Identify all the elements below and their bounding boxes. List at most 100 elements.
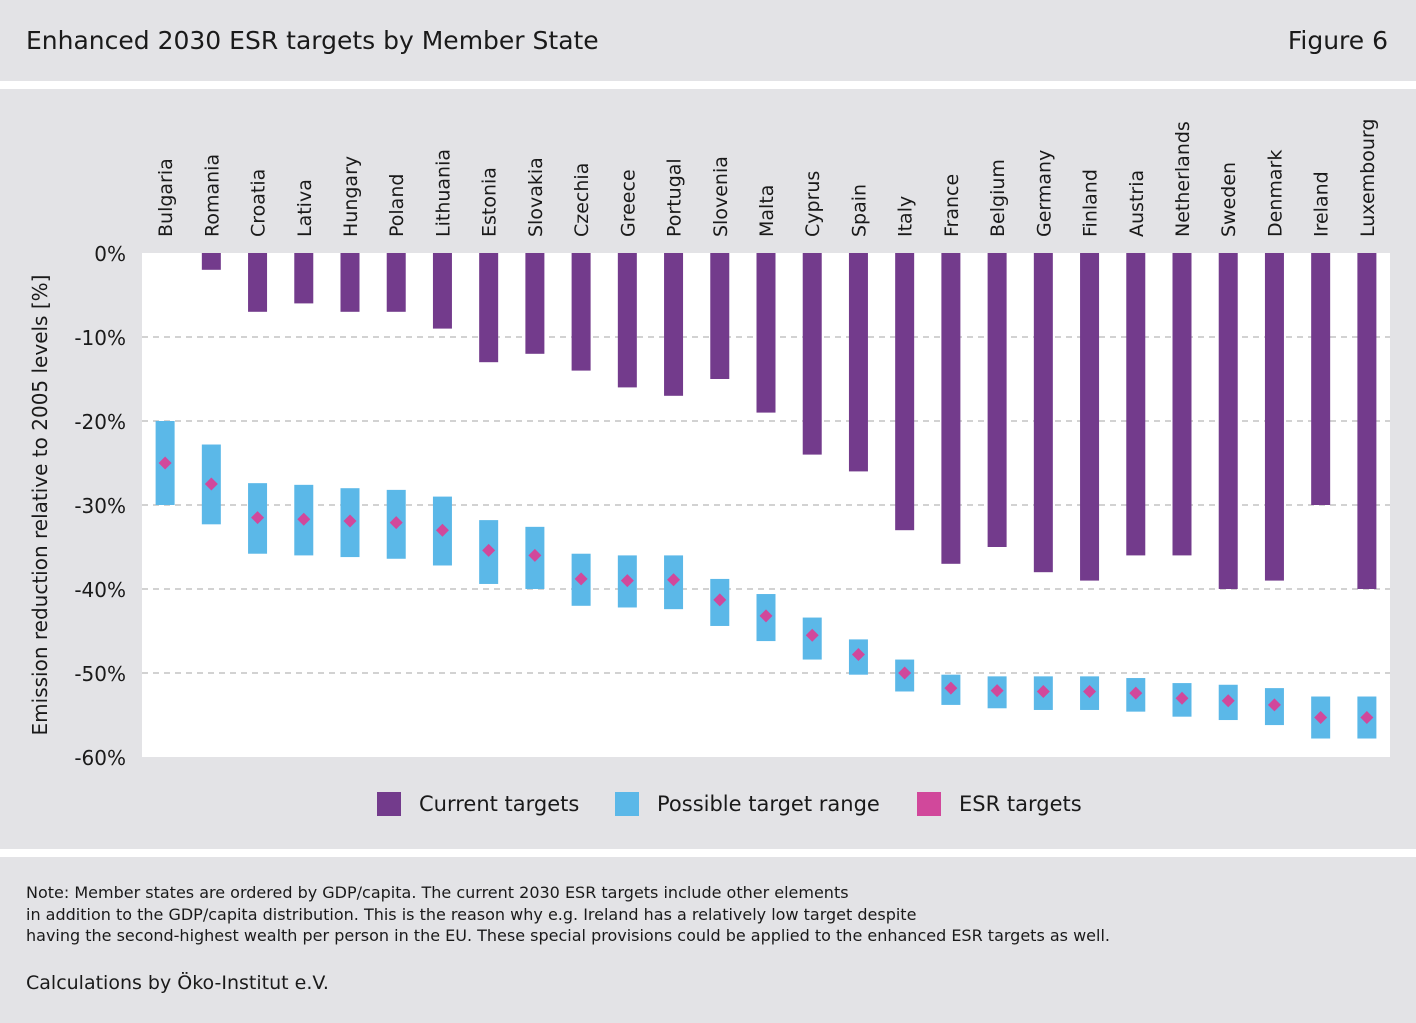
esr-target-marker (297, 512, 311, 526)
x-category-label: Estonia (479, 167, 501, 237)
page-title: Enhanced 2030 ESR targets by Member Stat… (26, 26, 599, 55)
x-category-label: Croatia (248, 169, 270, 237)
current-target-bar (1033, 253, 1053, 573)
current-target-bar (525, 253, 545, 354)
x-category-label: Czechia (571, 163, 593, 237)
chart-panel: 0% -10% -20% -30% -40% -50% -60% Emission reduc… (0, 89, 1416, 849)
esr-target-marker (851, 648, 865, 662)
current-target-bar (432, 253, 452, 329)
x-category-label: Sweden (1218, 162, 1240, 237)
esr-target-marker (1036, 684, 1050, 698)
esr-target-marker (759, 609, 773, 623)
x-category-label: Slovenia (710, 156, 732, 237)
x-category-label: Germany (1033, 150, 1055, 237)
current-target-bar (664, 253, 684, 396)
footer-band: Note: Member states are ordered by GDP/c… (0, 857, 1416, 1023)
x-category-label: France (941, 174, 963, 237)
note-line: in addition to the GDP/capita distributi… (26, 904, 917, 924)
current-target-bar (710, 253, 730, 379)
legend-item-current: Current targets (377, 789, 579, 819)
current-target-bar (1218, 253, 1238, 589)
esr-target-marker (1083, 684, 1097, 698)
y-tick-label: 0% (94, 242, 126, 266)
x-category-label: Finland (1080, 169, 1102, 237)
x-category-label: Belgium (987, 159, 1009, 237)
y-tick-label: -60% (74, 746, 126, 770)
esr-target-marker (574, 572, 588, 586)
current-target-bar (756, 253, 776, 413)
x-category-label: Lithuania (432, 149, 454, 237)
note-text: Note: Member states are ordered by GDP/c… (26, 882, 1110, 947)
x-category-label: Spain (848, 184, 870, 237)
esr-target-marker (944, 681, 958, 695)
current-target-bar (1080, 253, 1100, 581)
esr-target-marker (898, 666, 912, 680)
current-target-bar (294, 253, 314, 304)
x-category-label: Lativa (294, 179, 316, 237)
x-category-label: Portugal (664, 158, 686, 237)
note-line: having the second-highest wealth per per… (26, 926, 1110, 945)
legend-item-range: Possible target range (615, 789, 880, 819)
esr-target-marker (667, 573, 681, 587)
current-target-bar (987, 253, 1007, 547)
x-category-label: Hungary (340, 156, 362, 237)
legend: Current targets Possible target range ES… (0, 789, 1416, 819)
current-target-bar (941, 253, 961, 564)
x-category-label: Netherlands (1172, 121, 1194, 237)
legend-swatch-current (377, 792, 401, 816)
calculations-credit: Calculations by Öko-Institut e.V. (26, 972, 329, 994)
legend-swatch-esr (917, 792, 941, 816)
esr-target-marker (204, 477, 218, 491)
current-target-bar (1172, 253, 1192, 556)
chart: 0% -10% -20% -30% -40% -50% -60% Emission reduc… (28, 119, 1390, 770)
esr-target-marker (1129, 686, 1143, 700)
current-target-bar (386, 253, 406, 312)
y-axis-label: Emission reduction relative to 2005 leve… (28, 275, 52, 736)
esr-target-marker (805, 628, 819, 642)
y-tick-label: -10% (74, 326, 126, 350)
figure-label: Figure 6 (1287, 26, 1388, 55)
x-category-label: Romania (201, 154, 223, 237)
x-category-label: Italy (895, 196, 917, 237)
current-target-bar (1357, 253, 1377, 589)
current-target-bar (340, 253, 360, 312)
x-category-label: Luxembourg (1357, 119, 1379, 237)
y-tick-label: -50% (74, 662, 126, 686)
esr-target-marker (1314, 711, 1328, 725)
x-category-label: Cyprus (802, 171, 824, 237)
legend-label-range: Possible target range (657, 792, 880, 816)
current-target-bar (1264, 253, 1284, 581)
x-category-label: Slovakia (525, 157, 547, 237)
legend-item-esr: ESR targets (917, 789, 1082, 819)
esr-target-marker (1267, 698, 1281, 712)
x-category-label: Denmark (1264, 150, 1286, 237)
esr-target-marker (482, 543, 496, 557)
y-tick-label: -20% (74, 410, 126, 434)
current-target-bar (617, 253, 637, 388)
esr-target-marker (389, 516, 403, 530)
x-category-label: Poland (386, 174, 408, 237)
header-band: Enhanced 2030 ESR targets by Member Stat… (0, 0, 1416, 81)
current-target-bar (895, 253, 915, 531)
legend-label-current: Current targets (419, 792, 580, 816)
current-target-bar (571, 253, 591, 371)
current-target-bar (479, 253, 499, 363)
y-tick-label: -40% (74, 578, 126, 602)
current-target-bar (201, 253, 221, 270)
current-target-bar (802, 253, 822, 455)
esr-target-marker (1175, 691, 1189, 705)
esr-target-marker (620, 574, 634, 588)
note-line: Note: Member states are ordered by GDP/c… (26, 883, 849, 902)
x-category-label: Greece (617, 169, 639, 237)
legend-label-esr: ESR targets (959, 792, 1082, 816)
current-target-bar (848, 253, 868, 472)
current-target-bar (248, 253, 268, 312)
x-category-label: Austria (1126, 170, 1148, 237)
x-category-label: Malta (756, 185, 778, 237)
esr-target-marker (1221, 694, 1235, 708)
esr-target-marker (343, 514, 357, 528)
esr-target-marker (1360, 711, 1374, 725)
legend-swatch-range (615, 792, 639, 816)
esr-target-marker (990, 684, 1004, 698)
esr-target-marker (713, 593, 727, 607)
